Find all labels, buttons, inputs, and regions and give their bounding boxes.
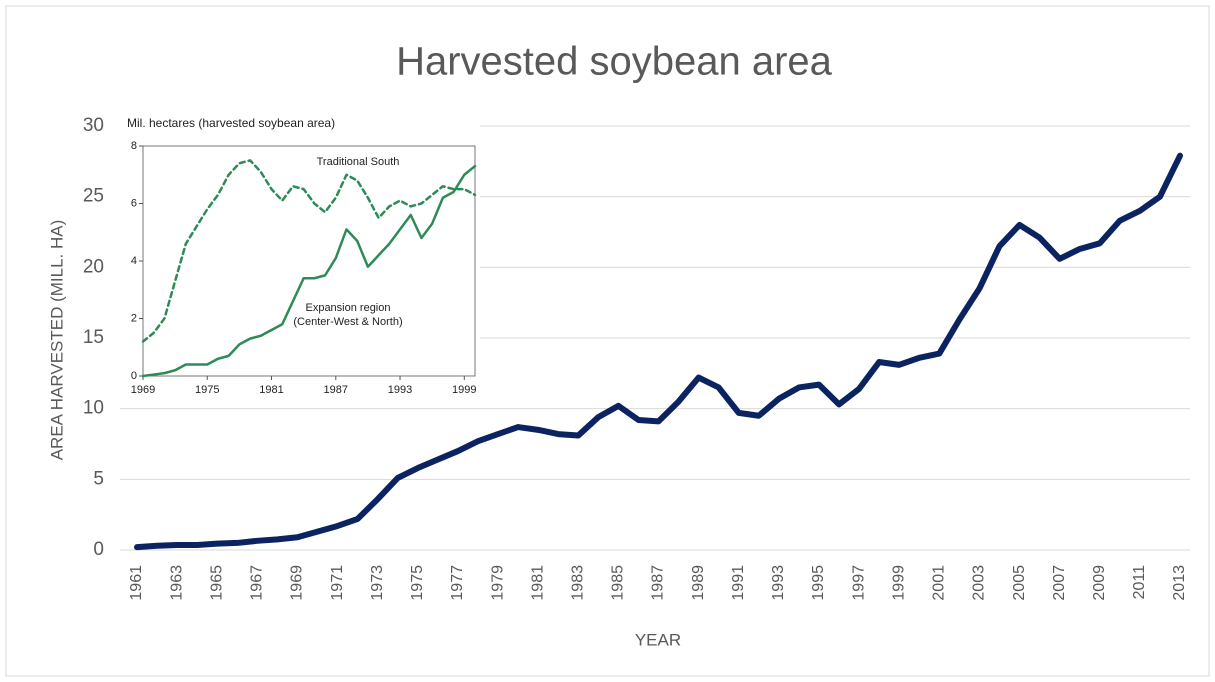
x-tick-label: 1979 — [489, 565, 506, 601]
x-tick-label: 1981 — [529, 565, 546, 601]
x-tick-label: 2009 — [1091, 565, 1108, 601]
x-tick-label: 1995 — [810, 565, 827, 601]
x-tick-label: 1977 — [449, 565, 466, 601]
y-tick-label: 15 — [83, 327, 104, 348]
x-tick-label: 1987 — [650, 565, 667, 601]
y-tick-label: 30 — [83, 115, 104, 136]
inset-y-label: Mil. hectares (harvested soybean area) — [127, 116, 335, 130]
x-tick-label: 1975 — [409, 565, 426, 601]
y-axis-label: AREA HARVESTED (MILL. HA) — [47, 220, 66, 461]
x-tick-label: 1963 — [168, 565, 185, 601]
x-tick-label: 2007 — [1051, 565, 1068, 601]
x-tick-label: 1971 — [329, 565, 346, 601]
x-tick-label: 1985 — [610, 565, 627, 601]
y-tick-label: 8 — [131, 140, 137, 152]
x-tick-label: 1961 — [128, 565, 145, 601]
inset-background — [120, 110, 480, 400]
y-tick-label: 25 — [83, 186, 104, 207]
y-tick-label: 5 — [93, 468, 104, 489]
annotation: Expansion region — [305, 302, 390, 314]
line — [141, 159, 477, 343]
x-tick-label: 1965 — [208, 565, 225, 601]
x-tick-label: 1991 — [730, 565, 747, 601]
line — [134, 152, 1183, 551]
x-tick-label: 2005 — [1011, 565, 1028, 601]
x-tick-label: 1975 — [195, 384, 219, 396]
x-tick-label: 2011 — [1131, 565, 1148, 600]
x-axis-label: YEAR — [635, 630, 681, 649]
x-tick-label: 1969 — [131, 384, 155, 396]
x-tick-label: 2013 — [1171, 565, 1188, 601]
x-tick-label: 1999 — [452, 384, 476, 396]
x-tick-label: 1999 — [890, 565, 907, 601]
y-tick-label: 20 — [83, 256, 104, 277]
y-tick-label: 10 — [83, 398, 104, 419]
annotation: (Center-West & North) — [293, 316, 402, 328]
y-tick-label: 6 — [131, 197, 137, 209]
x-tick-label: 1983 — [569, 565, 586, 601]
x-tick-label: 1993 — [770, 565, 787, 601]
x-tick-label: 1973 — [369, 565, 386, 601]
x-tick-label: 1997 — [850, 565, 867, 601]
x-tick-label: 1993 — [388, 384, 412, 396]
x-tick-label: 1969 — [289, 565, 306, 601]
y-tick-label: 2 — [131, 312, 137, 324]
line — [141, 164, 477, 378]
annotation: Traditional South — [317, 156, 400, 168]
x-tick-label: 1987 — [324, 384, 348, 396]
x-tick-label: 1981 — [259, 384, 283, 396]
x-tick-label: 2001 — [931, 565, 948, 601]
chart-title: Harvested soybean area — [396, 40, 833, 84]
x-tick-label: 2003 — [971, 565, 988, 601]
y-tick-label: 4 — [131, 255, 137, 267]
y-tick-label: 0 — [131, 370, 137, 382]
x-tick-label: 1967 — [249, 565, 266, 601]
y-tick-label: 0 — [93, 539, 104, 560]
x-tick-label: 1989 — [690, 565, 707, 601]
